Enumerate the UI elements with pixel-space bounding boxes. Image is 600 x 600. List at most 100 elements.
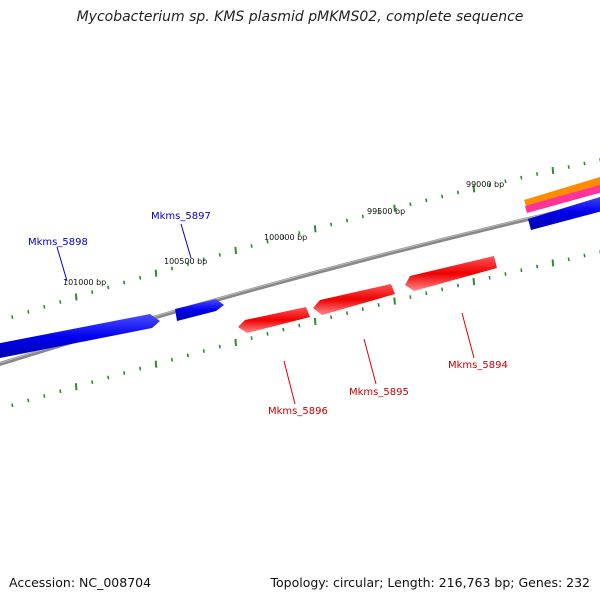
tick-mark <box>393 297 396 305</box>
tick-mark <box>139 275 142 280</box>
tick-mark <box>266 239 269 244</box>
inner-tick-ring <box>11 250 600 408</box>
tick-mark <box>218 344 221 349</box>
tick-mark <box>107 375 110 380</box>
tick-mark <box>361 214 364 219</box>
tick-mark <box>536 172 539 176</box>
tick-mark <box>393 204 396 212</box>
accession-text: Accession: NC_008704 <box>9 575 152 590</box>
tick-mark <box>488 183 491 187</box>
reverse-gene-mkms-5894[interactable] <box>405 256 497 291</box>
tick-mark <box>472 185 476 193</box>
tick-label-101000: 101000 bp <box>63 278 106 287</box>
tick-mark <box>123 371 126 375</box>
tick-mark <box>361 307 364 312</box>
tick-mark <box>154 269 158 277</box>
tick-mark <box>567 165 570 169</box>
tick-mark <box>250 336 253 341</box>
tick-mark <box>377 210 380 215</box>
tick-mark <box>234 338 237 346</box>
forward-gene-mkms-5898[interactable] <box>0 314 160 360</box>
leader-mkms-5897 <box>180 223 192 259</box>
tick-mark <box>170 357 174 362</box>
tick-mark <box>551 259 555 267</box>
leader-mkms-5894 <box>461 312 475 359</box>
gene-label-mkms-5895[interactable]: Mkms_5895 <box>349 387 409 398</box>
tick-mark <box>43 304 46 309</box>
tick-mark <box>504 272 507 276</box>
leader-mkms-5895 <box>363 338 377 385</box>
gene-label-mkms-5896[interactable]: Mkms_5896 <box>268 406 328 417</box>
tick-label-100500: 100500 bp <box>164 257 207 266</box>
tick-mark <box>377 303 380 307</box>
tick-mark <box>91 290 94 295</box>
tick-mark <box>266 331 269 336</box>
tick-mark <box>11 315 14 319</box>
tick-mark <box>43 394 46 398</box>
tick-mark <box>567 257 570 262</box>
gene-label-mkms-5897[interactable]: Mkms_5897 <box>151 211 211 222</box>
tick-mark <box>536 264 539 269</box>
orange-feature[interactable] <box>524 174 600 206</box>
gene-label-mkms-5894[interactable]: Mkms_5894 <box>448 360 508 371</box>
tick-mark <box>409 202 412 207</box>
tick-mark <box>488 275 491 280</box>
tick-mark <box>186 353 189 358</box>
tick-mark <box>123 280 126 285</box>
tick-mark <box>186 262 189 266</box>
gene-label-mkms-5898[interactable]: Mkms_5898 <box>28 237 88 248</box>
tick-mark <box>218 252 221 257</box>
tick-mark <box>59 389 62 394</box>
tick-mark <box>27 398 30 403</box>
tick-mark <box>250 244 253 248</box>
tick-mark <box>107 285 110 290</box>
tick-label-99000: 99000 bp <box>466 180 504 189</box>
tick-mark <box>456 190 460 195</box>
tick-mark <box>330 222 333 227</box>
tick-mark <box>170 266 174 271</box>
tick-mark <box>234 246 237 254</box>
forward-gene-mkms-5897[interactable] <box>175 299 224 321</box>
tick-mark <box>202 349 205 353</box>
tick-mark <box>59 300 62 304</box>
tick-mark <box>313 225 317 233</box>
tick-mark <box>11 403 14 408</box>
tick-mark <box>154 360 158 368</box>
tick-label-99500: 99500 bp <box>367 207 405 216</box>
tick-mark <box>425 198 428 203</box>
magenta-feature[interactable] <box>525 182 600 213</box>
tick-mark <box>139 366 142 371</box>
tick-mark <box>330 315 333 320</box>
leader-mkms-5898 <box>56 246 68 282</box>
tick-label-100000: 100000 bp <box>264 233 307 242</box>
tick-mark <box>520 268 523 273</box>
tick-mark <box>472 278 476 286</box>
map-title: Mycobacterium sp. KMS plasmid pMKMS02, c… <box>76 9 524 25</box>
tick-mark <box>520 175 523 180</box>
tick-mark <box>409 295 412 300</box>
outer-tick-ring <box>11 158 600 319</box>
tick-mark <box>345 311 349 316</box>
tick-mark <box>202 257 205 262</box>
tick-mark <box>298 323 301 328</box>
forward-gene-right[interactable] <box>528 194 600 230</box>
tick-mark <box>456 283 460 288</box>
tick-mark <box>551 166 555 175</box>
tick-mark <box>441 194 444 199</box>
tick-mark <box>282 327 285 332</box>
tick-mark <box>91 380 94 385</box>
summary-text: Topology: circular; Length: 216,763 bp; … <box>270 575 591 590</box>
tick-mark <box>583 161 586 166</box>
tick-mark <box>74 383 78 391</box>
leader-mkms-5896 <box>283 360 296 405</box>
tick-mark <box>313 317 317 325</box>
tick-mark <box>583 253 586 258</box>
tick-mark <box>298 231 301 235</box>
reverse-gene-mkms-5895[interactable] <box>313 284 395 315</box>
tick-mark <box>345 218 349 223</box>
tick-mark <box>27 309 30 314</box>
tick-mark <box>282 235 285 240</box>
tick-mark <box>441 287 444 292</box>
reverse-gene-mkms-5896[interactable] <box>238 307 310 333</box>
